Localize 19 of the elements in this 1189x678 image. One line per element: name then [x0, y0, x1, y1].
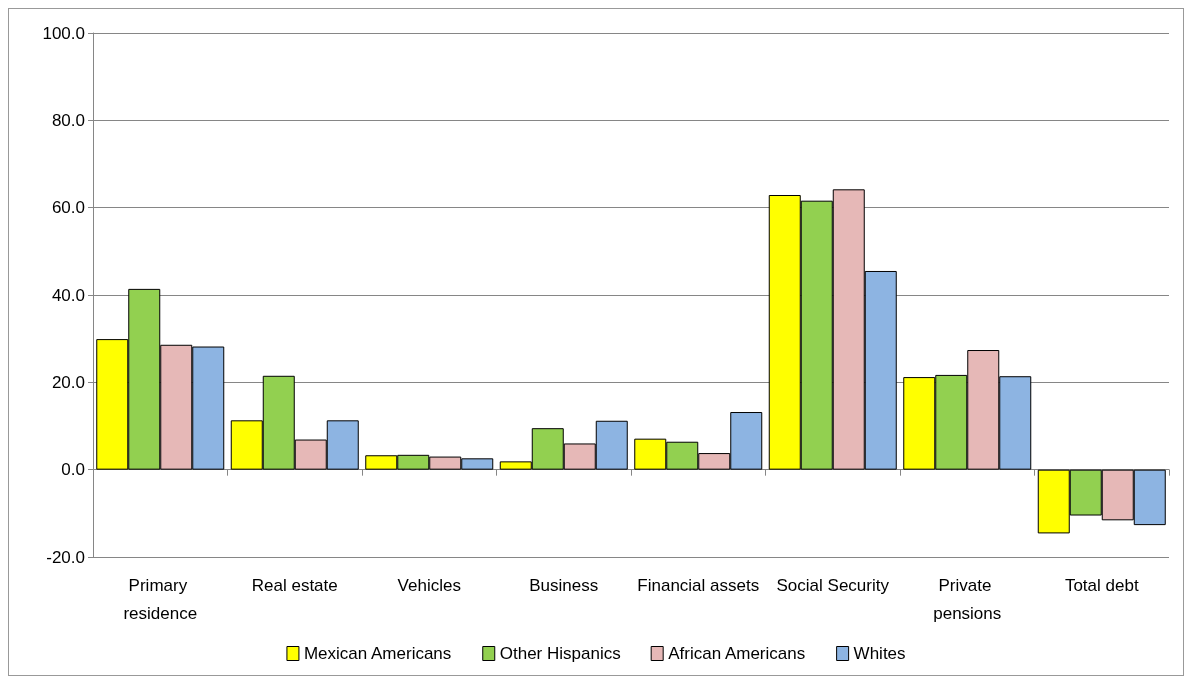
x-tick-label: Vehicles [397, 575, 461, 595]
x-tick-label: Private pensions [933, 575, 1002, 623]
y-tick-label: 40.0 [51, 285, 85, 305]
x-tick-label: Financial assets [637, 575, 760, 595]
y-tick-label: 80.0 [51, 110, 85, 130]
legend-label: Whites [853, 644, 906, 663]
x-tick-label: Primary residence [123, 575, 198, 623]
y-tick-label: 20.0 [51, 372, 85, 392]
x-tick-label: Total debt [1064, 575, 1139, 595]
y-tick-label: -20.0 [46, 547, 85, 567]
x-tick-label: Real estate [251, 575, 338, 595]
x-tick-label: Business [529, 575, 599, 595]
legend-label: Other Hispanics [499, 644, 621, 663]
y-tick-label: 60.0 [51, 198, 85, 218]
legend-label: African Americans [668, 644, 806, 663]
x-tick-label: Social Security [776, 575, 890, 595]
y-tick-label: 0.0 [61, 460, 85, 480]
legend-label: Mexican Americans [303, 644, 452, 663]
y-tick-label: 100.0 [42, 23, 85, 43]
